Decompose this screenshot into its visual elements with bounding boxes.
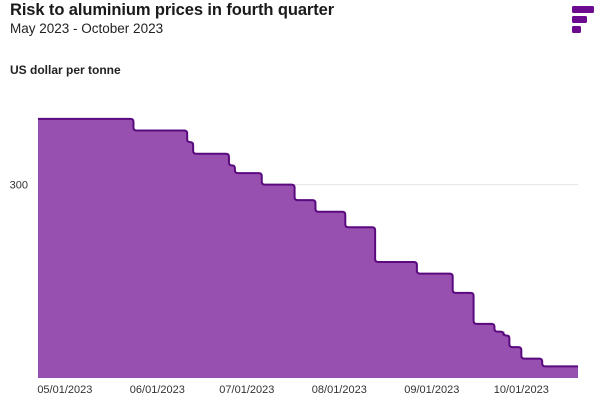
logo-bar-middle [572, 16, 587, 23]
brand-logo-icon [572, 6, 594, 33]
y-tick-label: 300 [10, 180, 28, 192]
x-tick-label: 08/01/2023 [312, 384, 367, 396]
x-tick-label: 05/01/2023 [37, 384, 92, 396]
chart-subtitle: May 2023 - October 2023 [10, 21, 164, 36]
x-tick-label: 07/01/2023 [219, 384, 274, 396]
logo-bar-top [572, 6, 594, 13]
series-area [38, 118, 578, 378]
x-tick-label: 06/01/2023 [130, 384, 185, 396]
logo-bar-bottom [572, 26, 581, 33]
x-tick-label: 10/01/2023 [494, 384, 549, 396]
series-line [38, 117, 578, 368]
x-tick-label: 09/01/2023 [404, 384, 459, 396]
y-axis-label: US dollar per tonne [10, 63, 121, 77]
chart-title: Risk to aluminium prices in fourth quart… [10, 1, 335, 19]
